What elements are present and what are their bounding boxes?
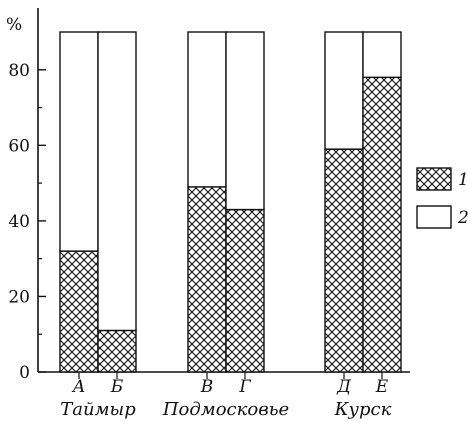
bar-segment-series-2 (324, 31, 364, 150)
x-category-label: Е (375, 377, 389, 397)
y-tick-label: 0 (19, 363, 30, 383)
y-tick-label: 20 (8, 287, 30, 307)
x-category-label: Б (110, 377, 124, 397)
bar-segment-series-1 (97, 329, 137, 373)
x-category-label: А (72, 377, 86, 397)
x-category-label: Г (238, 377, 251, 397)
y-tick-label: 60 (8, 136, 30, 156)
legend-label-series-1: 1 (458, 170, 468, 190)
bar-segment-series-1 (187, 186, 227, 373)
bar-segment-series-1 (59, 250, 99, 373)
y-tick-label: 40 (8, 212, 30, 232)
bar-segment-series-2 (362, 31, 402, 79)
bar-segment-series-1 (324, 148, 364, 373)
y-tick-label: 80 (8, 61, 30, 81)
legend-label-series-2: 2 (457, 208, 468, 228)
legend-swatch-series-1 (416, 167, 452, 191)
bar-segment-series-2 (225, 31, 265, 211)
bar-segment-series-2 (59, 31, 99, 252)
x-category-label: Д (336, 377, 352, 397)
bar-segment-series-2 (97, 31, 137, 332)
legend-swatch-series-2 (416, 205, 452, 229)
bar-segment-series-1 (362, 76, 402, 373)
x-group-label: Курск (334, 399, 392, 420)
x-group-label: Подмосковье (162, 399, 289, 420)
bar-segment-series-1 (225, 208, 265, 373)
y-unit-label: % (6, 15, 22, 35)
x-group-label: Таймыр (60, 399, 136, 420)
x-category-label: В (200, 377, 214, 397)
bar-segment-series-2 (187, 31, 227, 188)
